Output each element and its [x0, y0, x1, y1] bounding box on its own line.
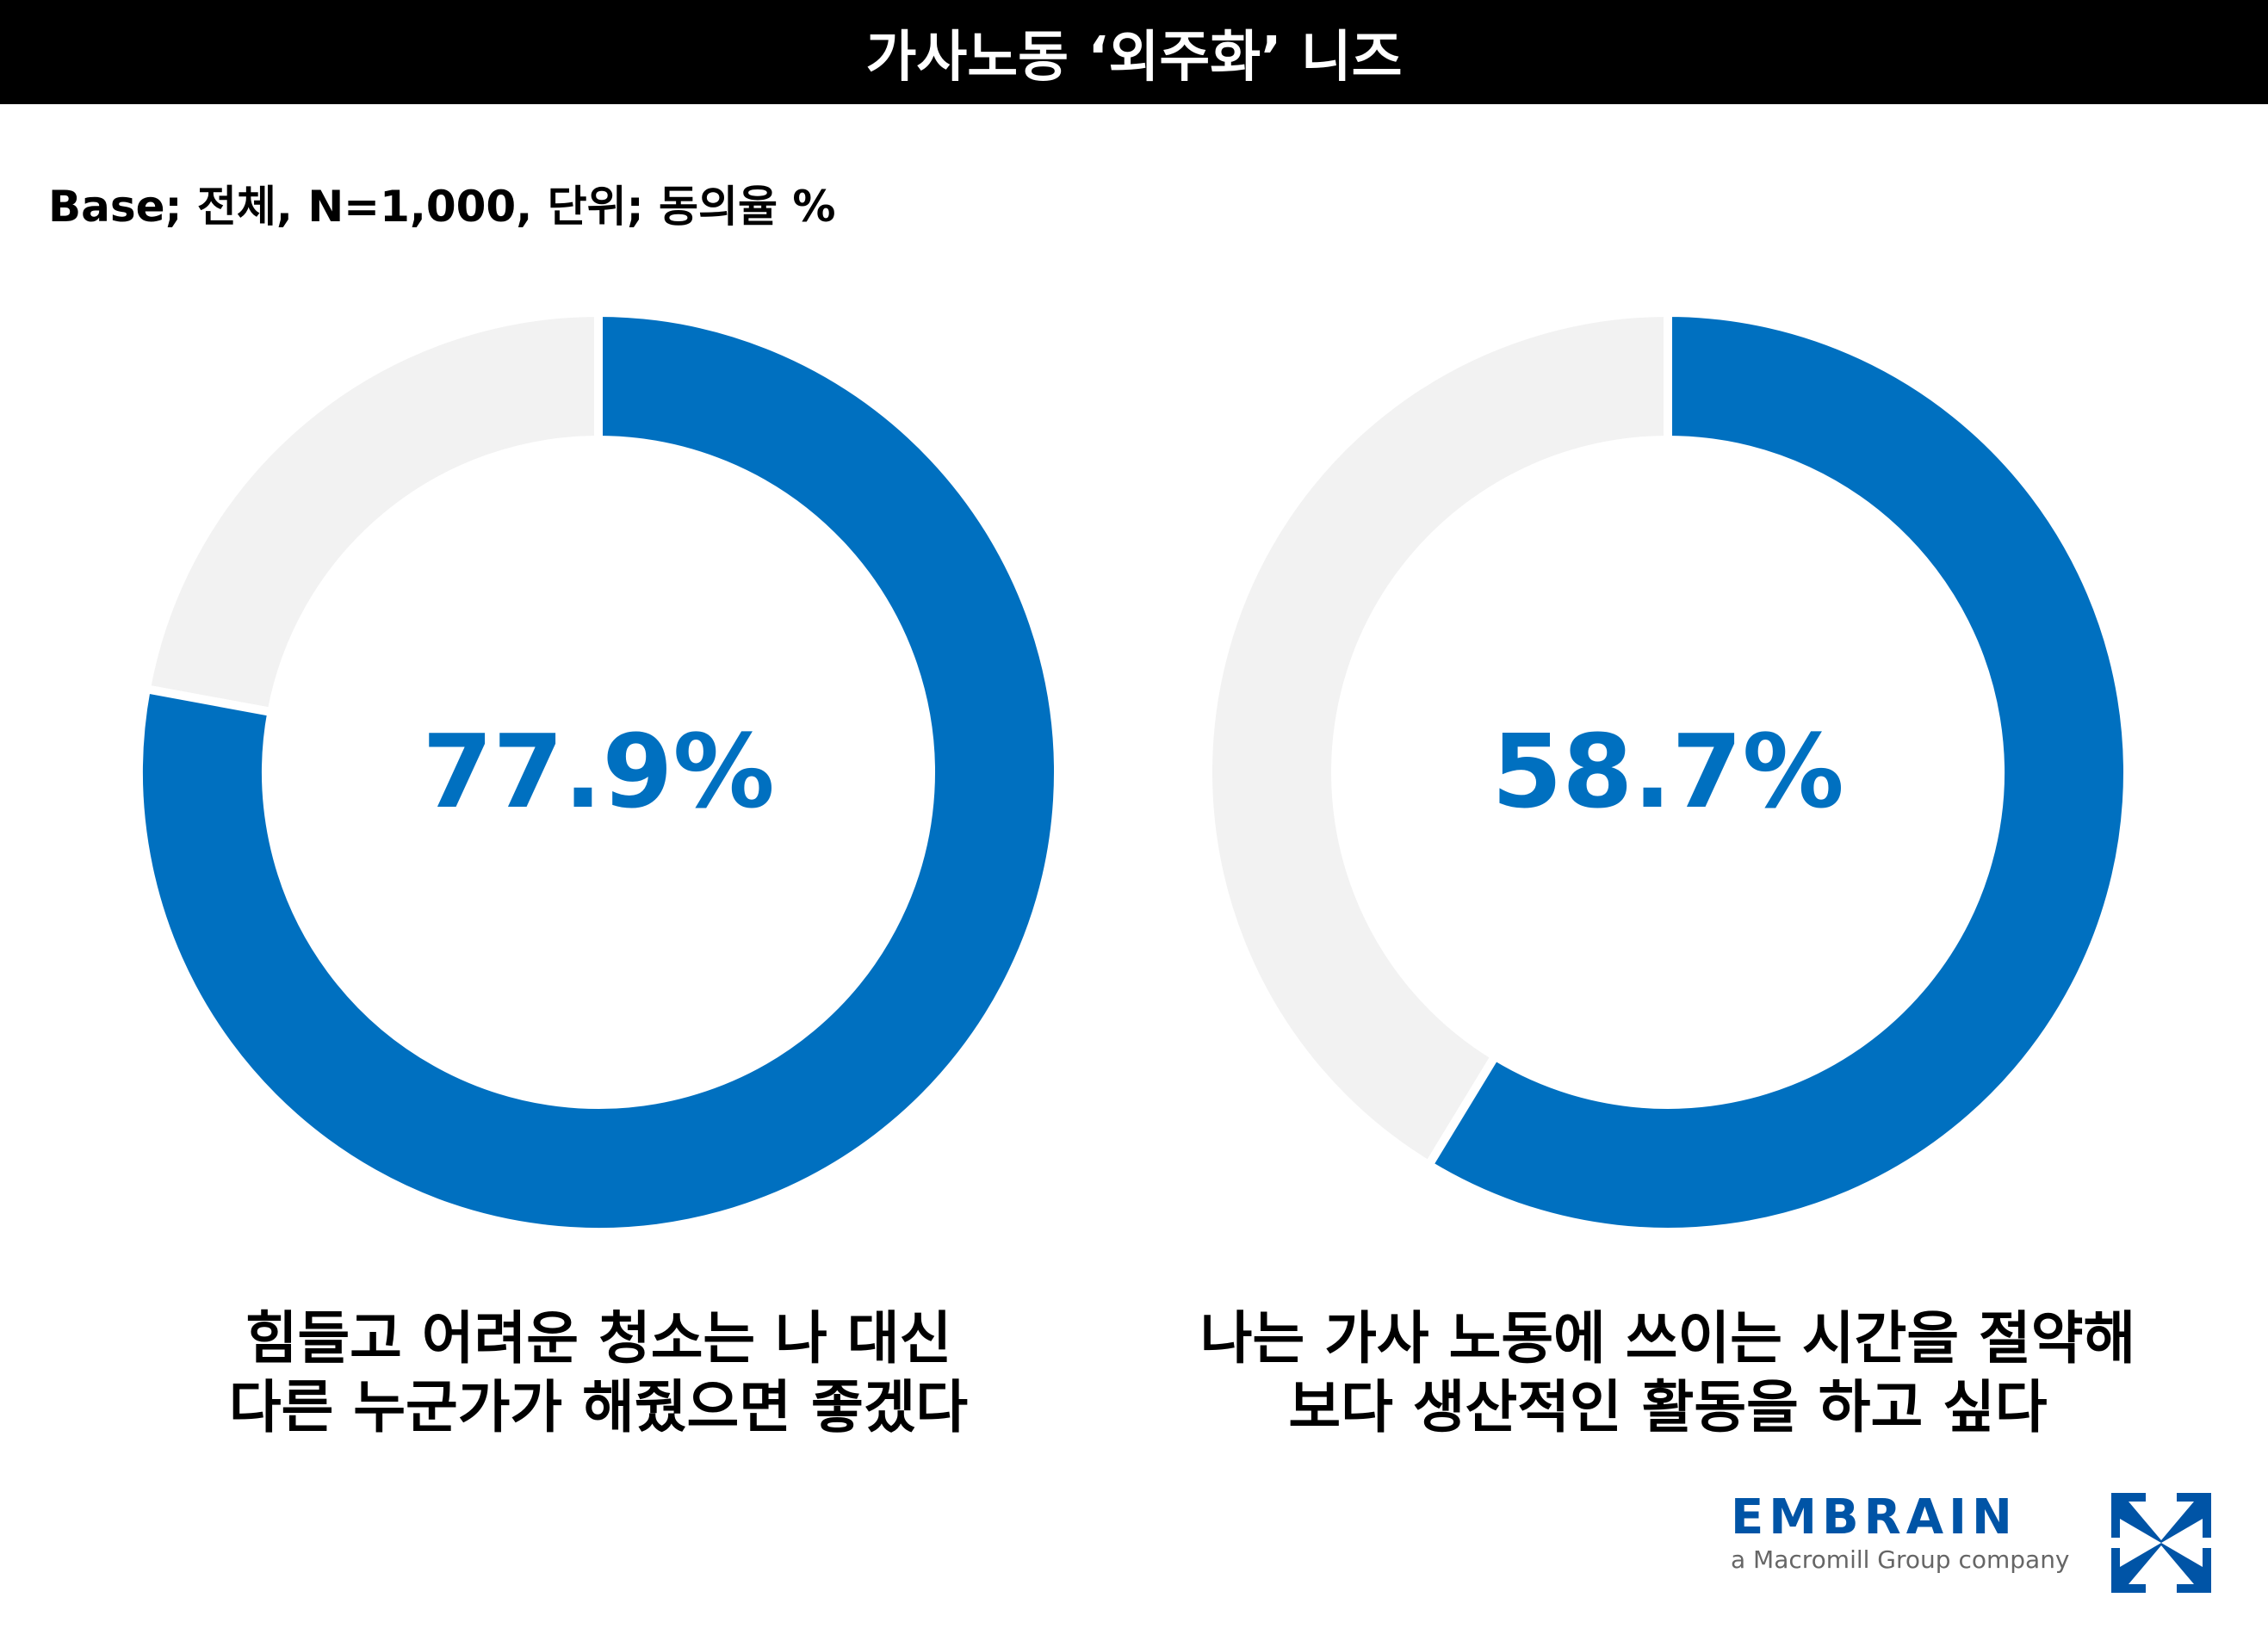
donut-chart-2: 58.7% — [1204, 307, 2133, 1236]
caption-line: 나는 가사 노동에 쓰이는 시간을 절약해 — [1199, 1305, 2136, 1372]
caption-line: 다른 누군가가 해줬으면 좋겠다 — [228, 1374, 969, 1440]
donut-2-remainder-slice — [1204, 307, 1672, 1172]
chart-title-bar: 가사노동 ‘외주화’ 니즈 — [0, 0, 2268, 104]
donut-2-caption: 나는 가사 노동에 쓰이는 시간을 절약해 보다 생산적인 활동을 하고 싶다 — [1194, 1304, 2141, 1442]
caption-line: 힘들고 어려운 청소는 나 대신 — [245, 1305, 952, 1372]
base-note: Base; 전체, N=1,000, 단위; 동의율 % — [48, 182, 836, 232]
donut-2-value-slice — [1422, 307, 2133, 1236]
donut-1-remainder-slice — [141, 307, 603, 717]
logo-tagline: a Macromill Group company — [1731, 1545, 2070, 1574]
chart-title: 가사노동 ‘외주화’ 니즈 — [865, 25, 1403, 90]
donut-1-value-slice — [134, 307, 1063, 1236]
donut-2-center-label: 58.7% — [1491, 712, 1844, 831]
donut-1-caption: 힘들고 어려운 청소는 나 대신 다른 누군가가 해줬으면 좋겠다 — [125, 1304, 1072, 1442]
embrain-logo-mark-icon — [2111, 1493, 2211, 1593]
donut-chart-1: 77.9% — [134, 307, 1063, 1236]
donut-1-center-label: 77.9% — [422, 712, 774, 831]
embrain-logo: EMBRAIN a Macromill Group company — [1731, 1489, 2070, 1574]
caption-line: 보다 생산적인 활동을 하고 싶다 — [1288, 1374, 2048, 1440]
logo-name: EMBRAIN — [1731, 1489, 2017, 1545]
